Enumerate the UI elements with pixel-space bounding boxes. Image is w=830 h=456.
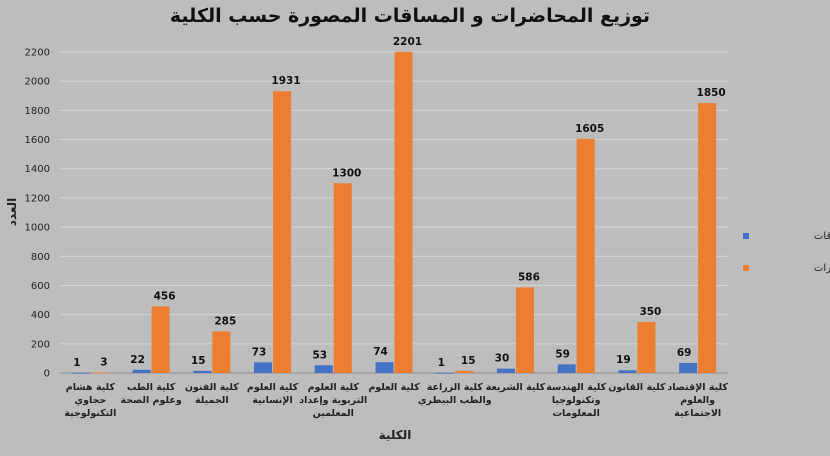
bar-courses xyxy=(496,368,515,373)
x-category-label: حجاوي xyxy=(74,395,106,406)
bar-courses xyxy=(618,370,637,373)
x-category-label: كلية الطب xyxy=(127,382,176,393)
data-label: 350 xyxy=(639,306,661,318)
bar-lectures xyxy=(637,321,656,373)
bar-courses xyxy=(436,372,455,374)
bar-lectures xyxy=(212,331,231,373)
data-labels: 1 3 22 456 15 285 73 1931 53 1300 74 2201 1 15 30 586 59… xyxy=(73,36,726,369)
data-label: 1 xyxy=(73,357,80,369)
x-category-label: كلية الهندسة xyxy=(546,382,606,393)
x-category-label: المعلمين xyxy=(313,408,354,419)
x-axis-label: الكلية xyxy=(379,428,412,442)
data-label: 22 xyxy=(130,354,145,366)
bar-courses xyxy=(557,364,576,373)
y-tick-label: 600 xyxy=(31,281,50,292)
x-category-label: الإنسانية xyxy=(252,395,292,406)
x-axis-categories: كلية هشام حجاوي التكنولوجية كلية الطب وعلوم … xyxy=(64,382,728,419)
bar-lectures xyxy=(455,370,474,373)
y-tick-label: 1200 xyxy=(25,193,50,204)
data-label: 1931 xyxy=(271,75,300,87)
data-label: 2201 xyxy=(393,36,422,48)
y-tick-label: 200 xyxy=(31,339,50,350)
data-label: 3 xyxy=(100,357,107,369)
y-axis-ticks: 0 200 400 600 800 1000 1200 1400 1600 1800 2000 220… xyxy=(25,48,50,380)
x-category-label: الجميلة xyxy=(195,395,229,406)
legend-label: عدد المحاضرات xyxy=(814,263,830,274)
x-category-label: كلية القانون xyxy=(608,382,666,393)
y-tick-label: 1400 xyxy=(25,164,50,175)
bar-lectures xyxy=(698,103,717,374)
data-label: 1850 xyxy=(697,87,726,99)
legend-label: عدد المساقات xyxy=(814,231,830,242)
bar-lectures xyxy=(576,138,595,373)
x-category-label: التكنولوجية xyxy=(64,408,116,419)
y-tick-label: 2200 xyxy=(25,48,50,59)
data-label: 586 xyxy=(518,271,540,283)
bar-lectures xyxy=(273,91,292,373)
x-category-label: الاجتماعية xyxy=(674,408,721,419)
bar-courses xyxy=(254,362,273,373)
data-label: 73 xyxy=(252,346,267,358)
y-tick-label: 1000 xyxy=(25,223,50,234)
y-tick-label: 1800 xyxy=(25,106,50,117)
legend: عدد المساقات عدد المحاضرات xyxy=(743,231,830,274)
data-label: 1300 xyxy=(332,167,361,179)
bar-courses xyxy=(193,370,212,373)
x-category-label: كلية الشريعة xyxy=(486,382,546,393)
x-category-label: كلية الإقتصاد xyxy=(667,382,728,393)
data-label: 59 xyxy=(555,348,570,360)
x-category-label: كلية العلوم xyxy=(247,382,299,393)
y-axis-label: العدد xyxy=(5,198,19,226)
legend-swatch xyxy=(743,265,749,271)
bars-group xyxy=(71,51,717,374)
chart-title: توزيع المحاضرات و المساقات المصورة حسب ا… xyxy=(170,5,650,27)
y-tick-label: 0 xyxy=(44,369,50,380)
bar-courses xyxy=(679,362,698,373)
x-category-label: كلية هشام xyxy=(66,382,116,393)
data-label: 19 xyxy=(616,354,631,366)
y-tick-label: 800 xyxy=(31,252,50,263)
data-label: 69 xyxy=(677,347,692,359)
bar-lectures xyxy=(151,306,170,373)
bar-courses xyxy=(71,372,90,374)
y-tick-label: 2000 xyxy=(25,77,50,88)
x-category-label: كلية العلوم xyxy=(308,382,360,393)
gridlines xyxy=(60,51,728,374)
bar-courses xyxy=(132,369,151,373)
bar-lectures xyxy=(394,51,413,373)
bar-lectures xyxy=(515,287,534,373)
data-label: 285 xyxy=(214,315,236,327)
x-category-label: وتكنولوجيا xyxy=(552,395,601,406)
y-tick-label: 1600 xyxy=(25,135,50,146)
legend-swatch xyxy=(743,233,749,239)
x-category-label: والطب البيطري xyxy=(418,395,492,406)
data-label: 15 xyxy=(191,355,206,367)
data-label: 74 xyxy=(373,346,388,358)
x-category-label: كلية العلوم xyxy=(368,382,420,393)
data-label: 30 xyxy=(495,353,510,365)
bar-courses xyxy=(314,365,333,373)
data-label: 456 xyxy=(154,290,176,302)
x-category-label: التربوية وإعداد xyxy=(299,395,367,406)
y-tick-label: 400 xyxy=(31,310,50,321)
bar-courses xyxy=(375,362,394,373)
data-label: 53 xyxy=(312,349,327,361)
data-label: 1 xyxy=(438,357,445,369)
bar-lectures xyxy=(333,183,352,373)
data-label: 1605 xyxy=(575,123,604,135)
x-category-label: كلية الفنون xyxy=(185,382,239,393)
x-category-label: وعلوم الصحة xyxy=(120,395,181,406)
x-category-label: المعلومات xyxy=(552,408,599,419)
bar-lectures xyxy=(90,372,109,374)
x-category-label: كلية الزراعة xyxy=(427,382,484,393)
data-label: 15 xyxy=(461,355,476,367)
x-category-label: والعلوم xyxy=(680,395,715,406)
